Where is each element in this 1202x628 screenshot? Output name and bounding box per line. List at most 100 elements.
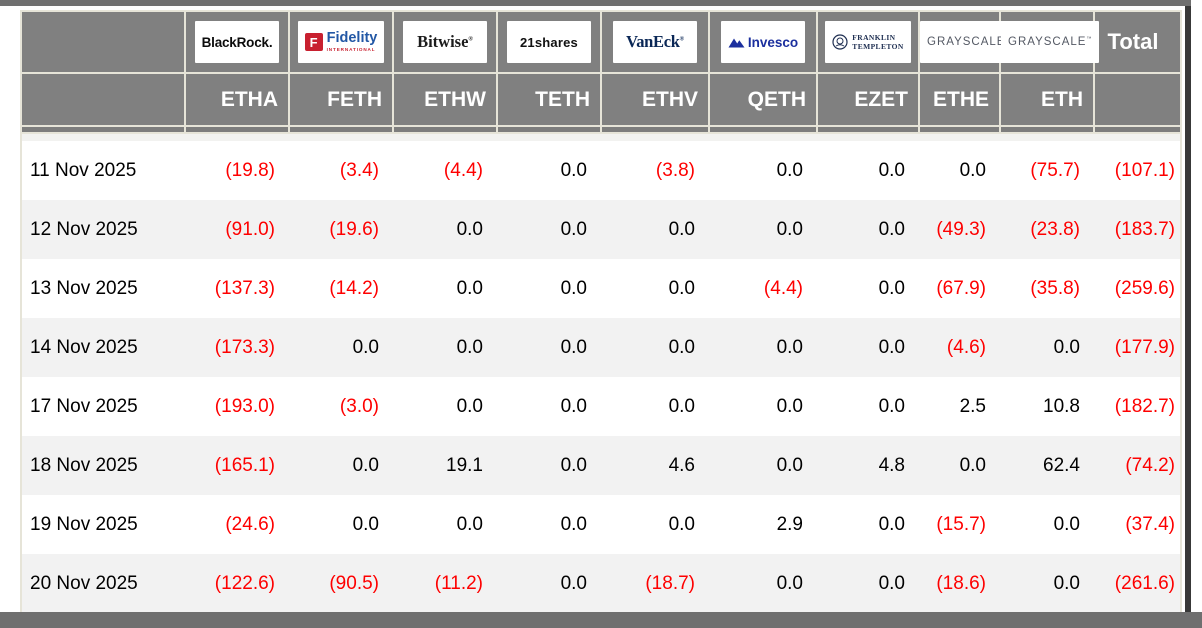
flow-value-cell: (19.8)	[225, 159, 275, 181]
flow-value-cell: 0.0	[352, 513, 379, 535]
total-value-cell: (259.6)	[1114, 277, 1175, 299]
flow-value-cell: 0.0	[878, 277, 905, 299]
flow-value-cell: (193.0)	[214, 395, 275, 417]
flow-value-cell: 4.8	[878, 454, 905, 476]
flow-value-cell: 0.0	[1053, 572, 1080, 594]
table-row: 14 Nov 2025 (173.3) 0.0 0.0 0.0 0.0 0.0 0.0 (4.6…	[21, 318, 1181, 377]
ticker-etha: ETHA	[184, 72, 290, 127]
date-cell: 18 Nov 2025	[30, 454, 138, 476]
flow-value-cell: 0.0	[456, 336, 483, 358]
date-cell: 12 Nov 2025	[30, 218, 138, 240]
flow-value-cell: (75.7)	[1030, 159, 1080, 181]
top-frame-strip	[0, 0, 1191, 6]
flow-value-cell: (137.3)	[214, 277, 275, 299]
invesco-wordmark: Invesco	[747, 34, 799, 50]
flow-value-cell: (4.4)	[443, 159, 483, 181]
flow-value-cell: 2.9	[776, 513, 803, 535]
flow-value-cell: 0.0	[959, 454, 986, 476]
table-row: 19 Nov 2025 (24.6) 0.0 0.0 0.0 0.0 2.9 0.0 (15.7…	[21, 495, 1181, 554]
total-value-cell: (183.7)	[1114, 218, 1175, 240]
total-value-cell: (261.6)	[1114, 572, 1175, 594]
registered-mark-icon: ®	[468, 36, 473, 43]
flow-value-cell: (3.4)	[339, 159, 379, 181]
flow-value-cell: 0.0	[560, 395, 587, 417]
table-row: 12 Nov 2025 (91.0) (19.6) 0.0 0.0 0.0 0.0 0.0 (4…	[21, 200, 1181, 259]
flow-value-cell: 0.0	[776, 336, 803, 358]
flow-value-cell: (67.9)	[936, 277, 986, 299]
flow-value-cell: (18.7)	[645, 572, 695, 594]
total-value-cell: (37.4)	[1125, 513, 1175, 535]
fidelity-logo: F Fidelity INTERNATIONAL	[297, 21, 385, 63]
fidelity-f-icon: F	[304, 33, 323, 51]
flow-value-cell: (4.4)	[763, 277, 803, 299]
date-cell: 13 Nov 2025	[30, 277, 138, 299]
logo-cell-blackrock: BlackRock.	[184, 10, 290, 74]
flow-value-cell: (91.0)	[225, 218, 275, 240]
flow-value-cell: (14.2)	[329, 277, 379, 299]
flow-value-cell: 0.0	[776, 454, 803, 476]
total-header: Total	[1093, 10, 1182, 74]
blackrock-wordmark: BlackRock.	[201, 34, 273, 50]
logo-cell-fidelity: F Fidelity INTERNATIONAL	[288, 10, 394, 74]
flow-value-cell: 0.0	[456, 277, 483, 299]
total-value-cell: (182.7)	[1114, 395, 1175, 417]
flow-table-body: 11 Nov 2025 (19.8) (3.4) (4.4) 0.0 (3.8) 0.0 0.…	[21, 133, 1181, 614]
table-row: 11 Nov 2025 (19.8) (3.4) (4.4) 0.0 (3.8) 0.0 0.…	[21, 141, 1181, 200]
fidelity-international-label: INTERNATIONAL	[326, 46, 376, 52]
ticker-qeth: QETH	[708, 72, 818, 127]
flow-value-cell: 0.0	[560, 572, 587, 594]
flow-value-cell: (24.6)	[225, 513, 275, 535]
table-row: 13 Nov 2025 (137.3) (14.2) 0.0 0.0 0.0 (4.4) 0.…	[21, 259, 1181, 318]
issuer-logo-row: BlackRock. F Fidelity INTERNATIONAL Bitw…	[20, 10, 1182, 74]
flow-value-cell: 0.0	[776, 159, 803, 181]
flow-value-cell: (15.7)	[936, 513, 986, 535]
flow-value-cell: (23.8)	[1030, 218, 1080, 240]
bitwise-logo: Bitwise®	[403, 21, 487, 63]
flow-value-cell: (18.6)	[936, 572, 986, 594]
grayscale-wordmark: GRAYSCALE	[1008, 36, 1087, 48]
franklin-portrait-icon	[832, 34, 848, 50]
flow-value-cell: (165.1)	[214, 454, 275, 476]
flow-value-cell: 0.0	[560, 336, 587, 358]
total-value-cell: (177.9)	[1114, 336, 1175, 358]
flow-value-cell: (11.2)	[434, 572, 483, 594]
flow-value-cell: (3.8)	[655, 159, 695, 181]
date-cell: 19 Nov 2025	[30, 513, 138, 535]
flow-value-cell: 19.1	[446, 454, 483, 476]
flow-value-cell: 0.0	[878, 395, 905, 417]
date-ticker-cell	[20, 72, 186, 127]
flow-value-cell: (19.6)	[329, 218, 379, 240]
franklin-line1: FRANKLIN	[852, 33, 896, 42]
flow-value-cell: 0.0	[560, 454, 587, 476]
flow-value-cell: (4.6)	[946, 336, 986, 358]
date-header-cell	[20, 10, 186, 74]
flow-value-cell: 0.0	[668, 218, 695, 240]
fidelity-wordmark: Fidelity	[326, 30, 378, 47]
flow-value-cell: 0.0	[668, 513, 695, 535]
logo-cell-franklin-templeton: FRANKLIN TEMPLETON	[816, 10, 920, 74]
flow-value-cell: 0.0	[560, 218, 587, 240]
flow-value-cell: 0.0	[776, 218, 803, 240]
ticker-ezet: EZET	[816, 72, 920, 127]
flow-value-cell: 0.0	[560, 159, 587, 181]
table-row: 20 Nov 2025 (122.6) (90.5) (11.2) 0.0 (18.7) 0…	[21, 554, 1181, 614]
header-gap	[21, 133, 1181, 141]
flow-value-cell: (173.3)	[214, 336, 275, 358]
flow-value-cell: 0.0	[959, 159, 986, 181]
flow-value-cell: 0.0	[878, 513, 905, 535]
flow-value-cell: 0.0	[352, 454, 379, 476]
flow-value-cell: 0.0	[668, 277, 695, 299]
21shares-logo: 21shares	[507, 21, 591, 63]
flow-value-cell: 0.0	[456, 218, 483, 240]
grayscale-wordmark: GRAYSCALE	[927, 36, 1006, 48]
flow-value-cell: (49.3)	[936, 218, 986, 240]
registered-mark-icon: ®	[679, 36, 685, 43]
flow-value-cell: 0.0	[1053, 513, 1080, 535]
eth-etf-flow-table: BlackRock. F Fidelity INTERNATIONAL Bitw…	[20, 10, 1182, 615]
trademark-icon: ™	[1086, 36, 1093, 43]
flow-value-cell: 0.0	[878, 218, 905, 240]
ticker-row: ETHA FETH ETHW TETH ETHV QETH EZET ETHE …	[20, 72, 1182, 127]
date-cell: 17 Nov 2025	[30, 395, 138, 417]
flow-value-cell: 10.8	[1043, 395, 1080, 417]
ticker-ethv: ETHV	[600, 72, 710, 127]
